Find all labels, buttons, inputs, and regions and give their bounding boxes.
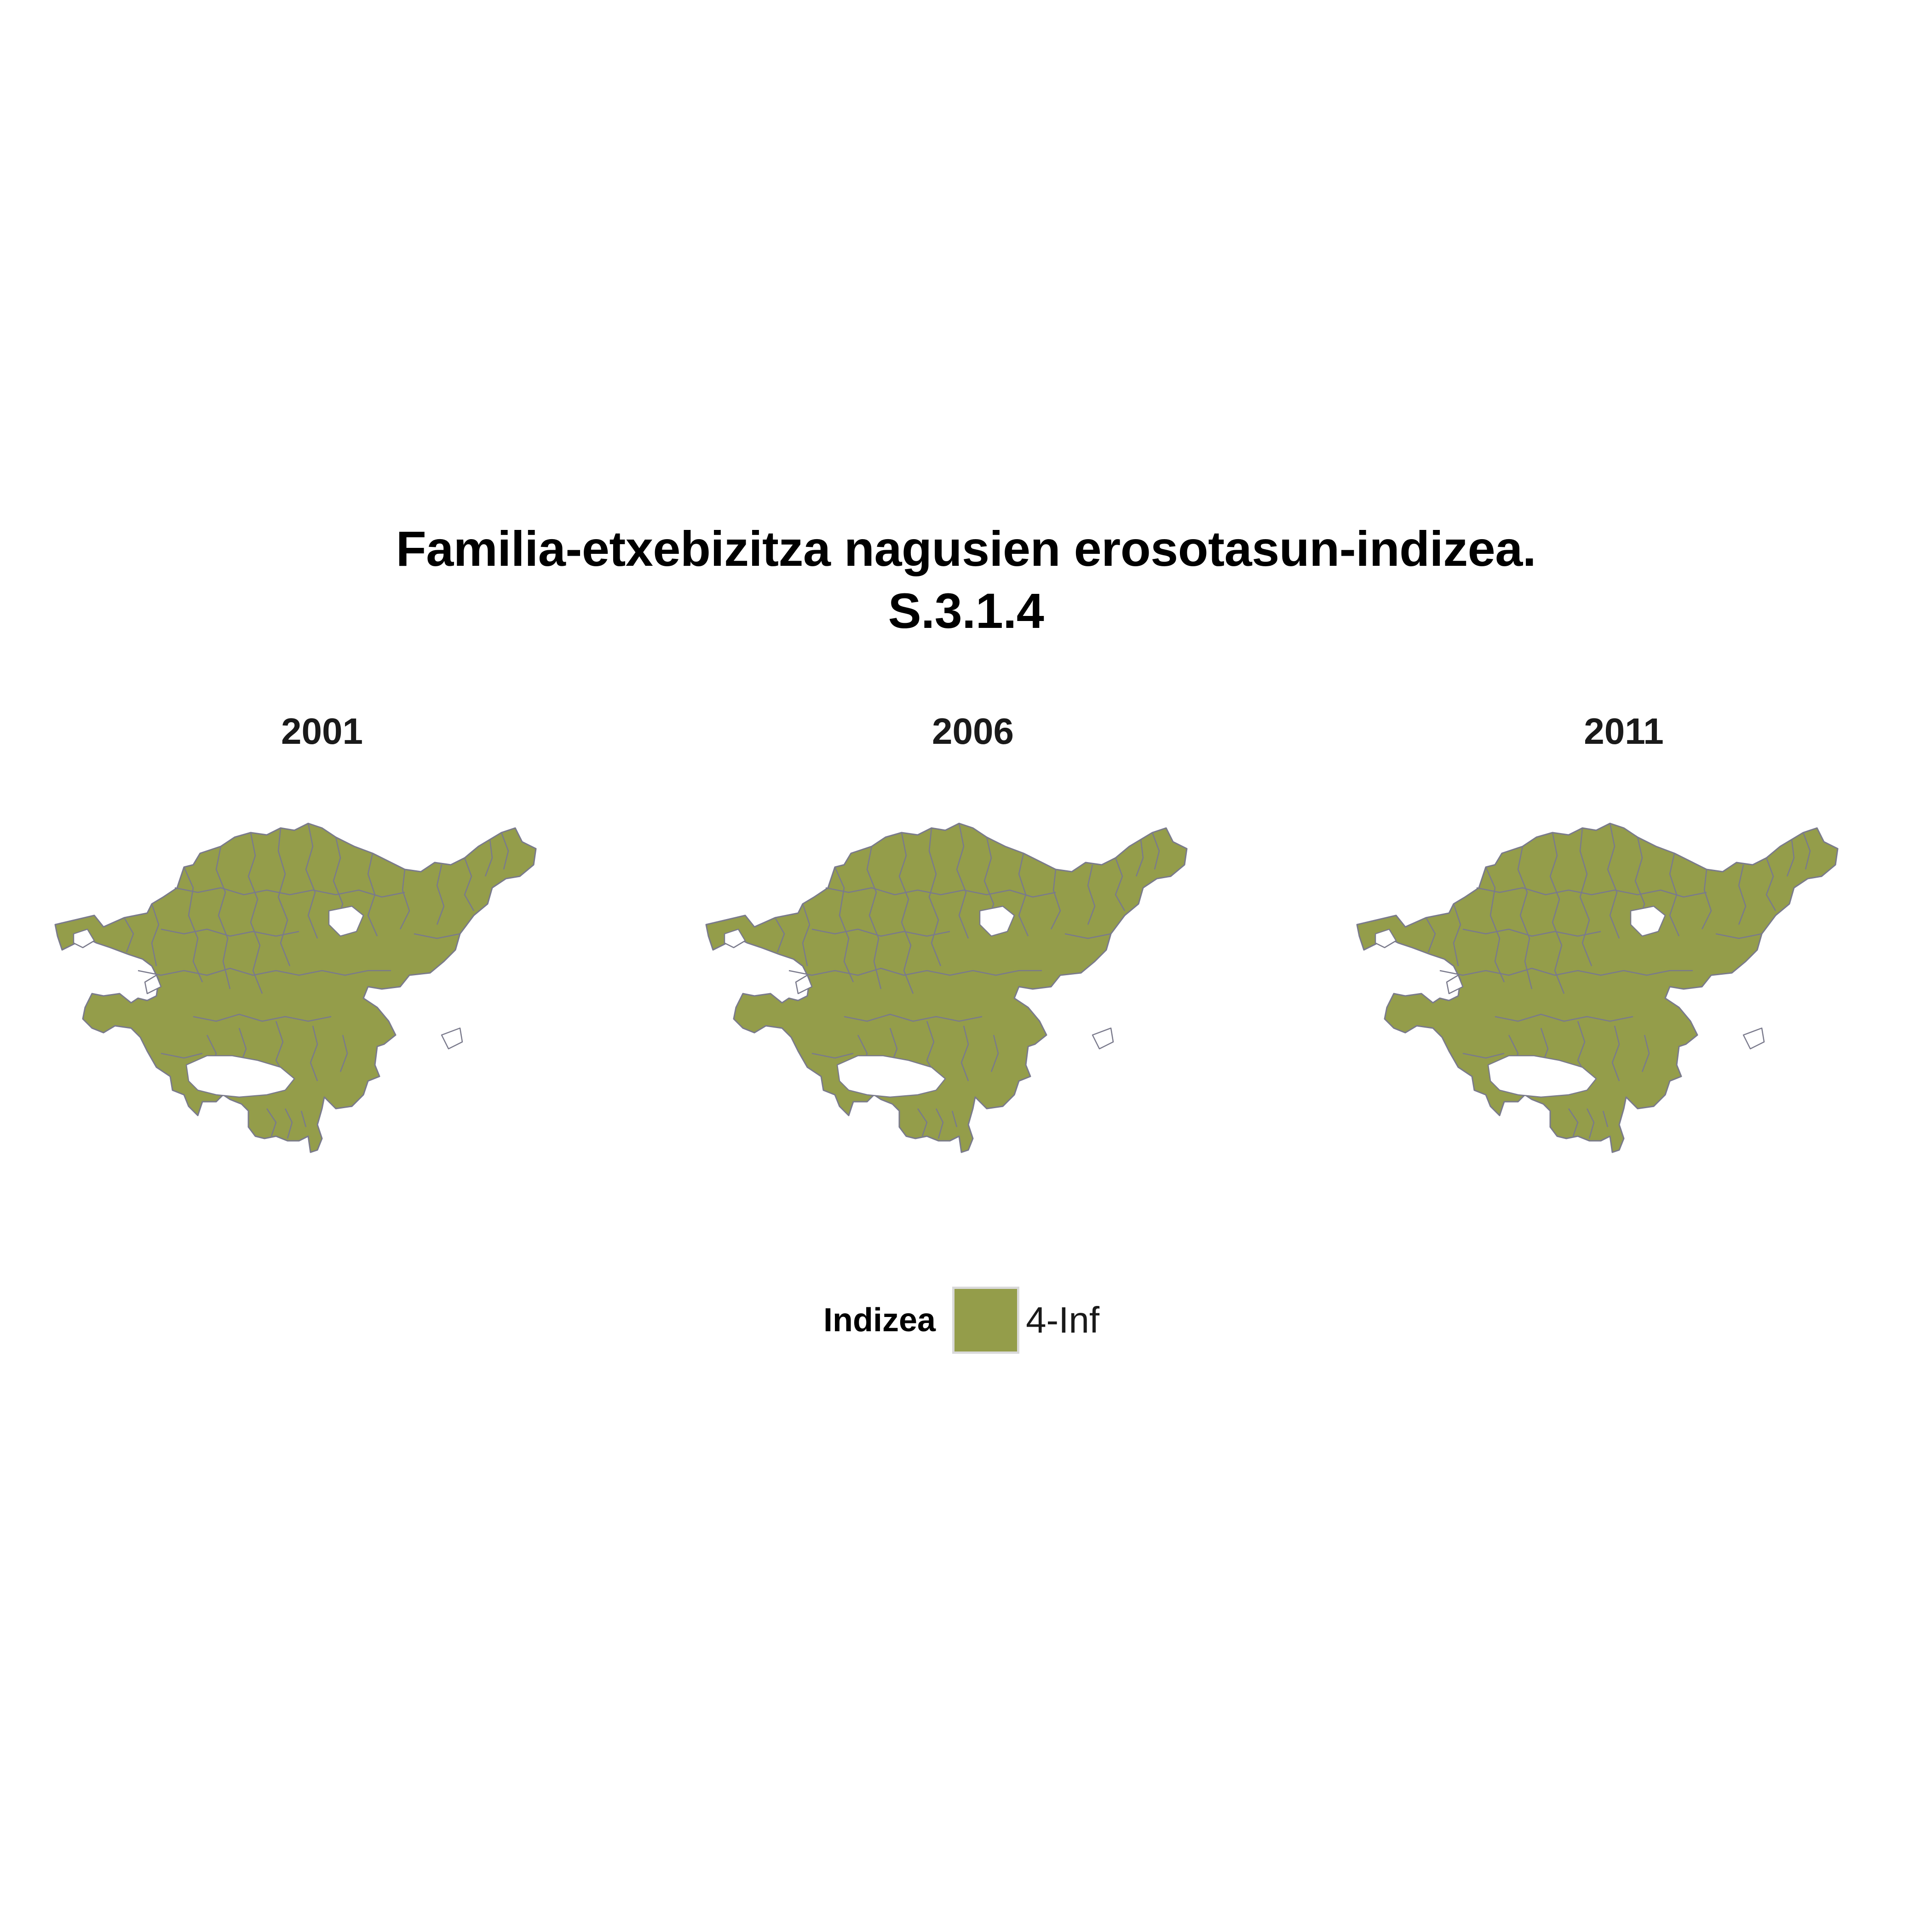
panel-label: 2001 bbox=[281, 711, 363, 752]
region-map bbox=[1356, 822, 1839, 1153]
legend-label: 4-Inf bbox=[1026, 1300, 1100, 1340]
no-data-areas bbox=[724, 905, 1114, 1098]
map-panel-2001: 2001 bbox=[0, 708, 644, 1242]
map-panel-2011: 2011 bbox=[1302, 708, 1932, 1242]
map-title: Familia-etxebizitza nagusien erosotasun-… bbox=[0, 518, 1932, 642]
map-panel-2006: 2006 bbox=[651, 708, 1295, 1242]
region-polygon bbox=[1356, 822, 1839, 1153]
map-title-line-2: S.3.1.4 bbox=[888, 583, 1044, 638]
panel-label: 2006 bbox=[932, 711, 1014, 752]
legend-title: Indizea bbox=[823, 1302, 936, 1339]
map-title-line-1: Familia-etxebizitza nagusien erosotasun-… bbox=[396, 521, 1536, 576]
region-map bbox=[705, 822, 1188, 1153]
legend-key bbox=[952, 1287, 1020, 1354]
region-map bbox=[54, 822, 537, 1153]
panel-label: 2011 bbox=[1584, 711, 1664, 752]
region-polygon bbox=[705, 822, 1188, 1153]
municipality-borders bbox=[123, 823, 509, 1139]
legend: Indizea 4-Inf bbox=[823, 1283, 1099, 1357]
no-data-areas bbox=[1374, 905, 1765, 1098]
municipality-borders bbox=[1425, 823, 1811, 1139]
no-data-areas bbox=[73, 905, 463, 1098]
region-polygon bbox=[54, 822, 537, 1153]
municipality-borders bbox=[774, 823, 1160, 1139]
